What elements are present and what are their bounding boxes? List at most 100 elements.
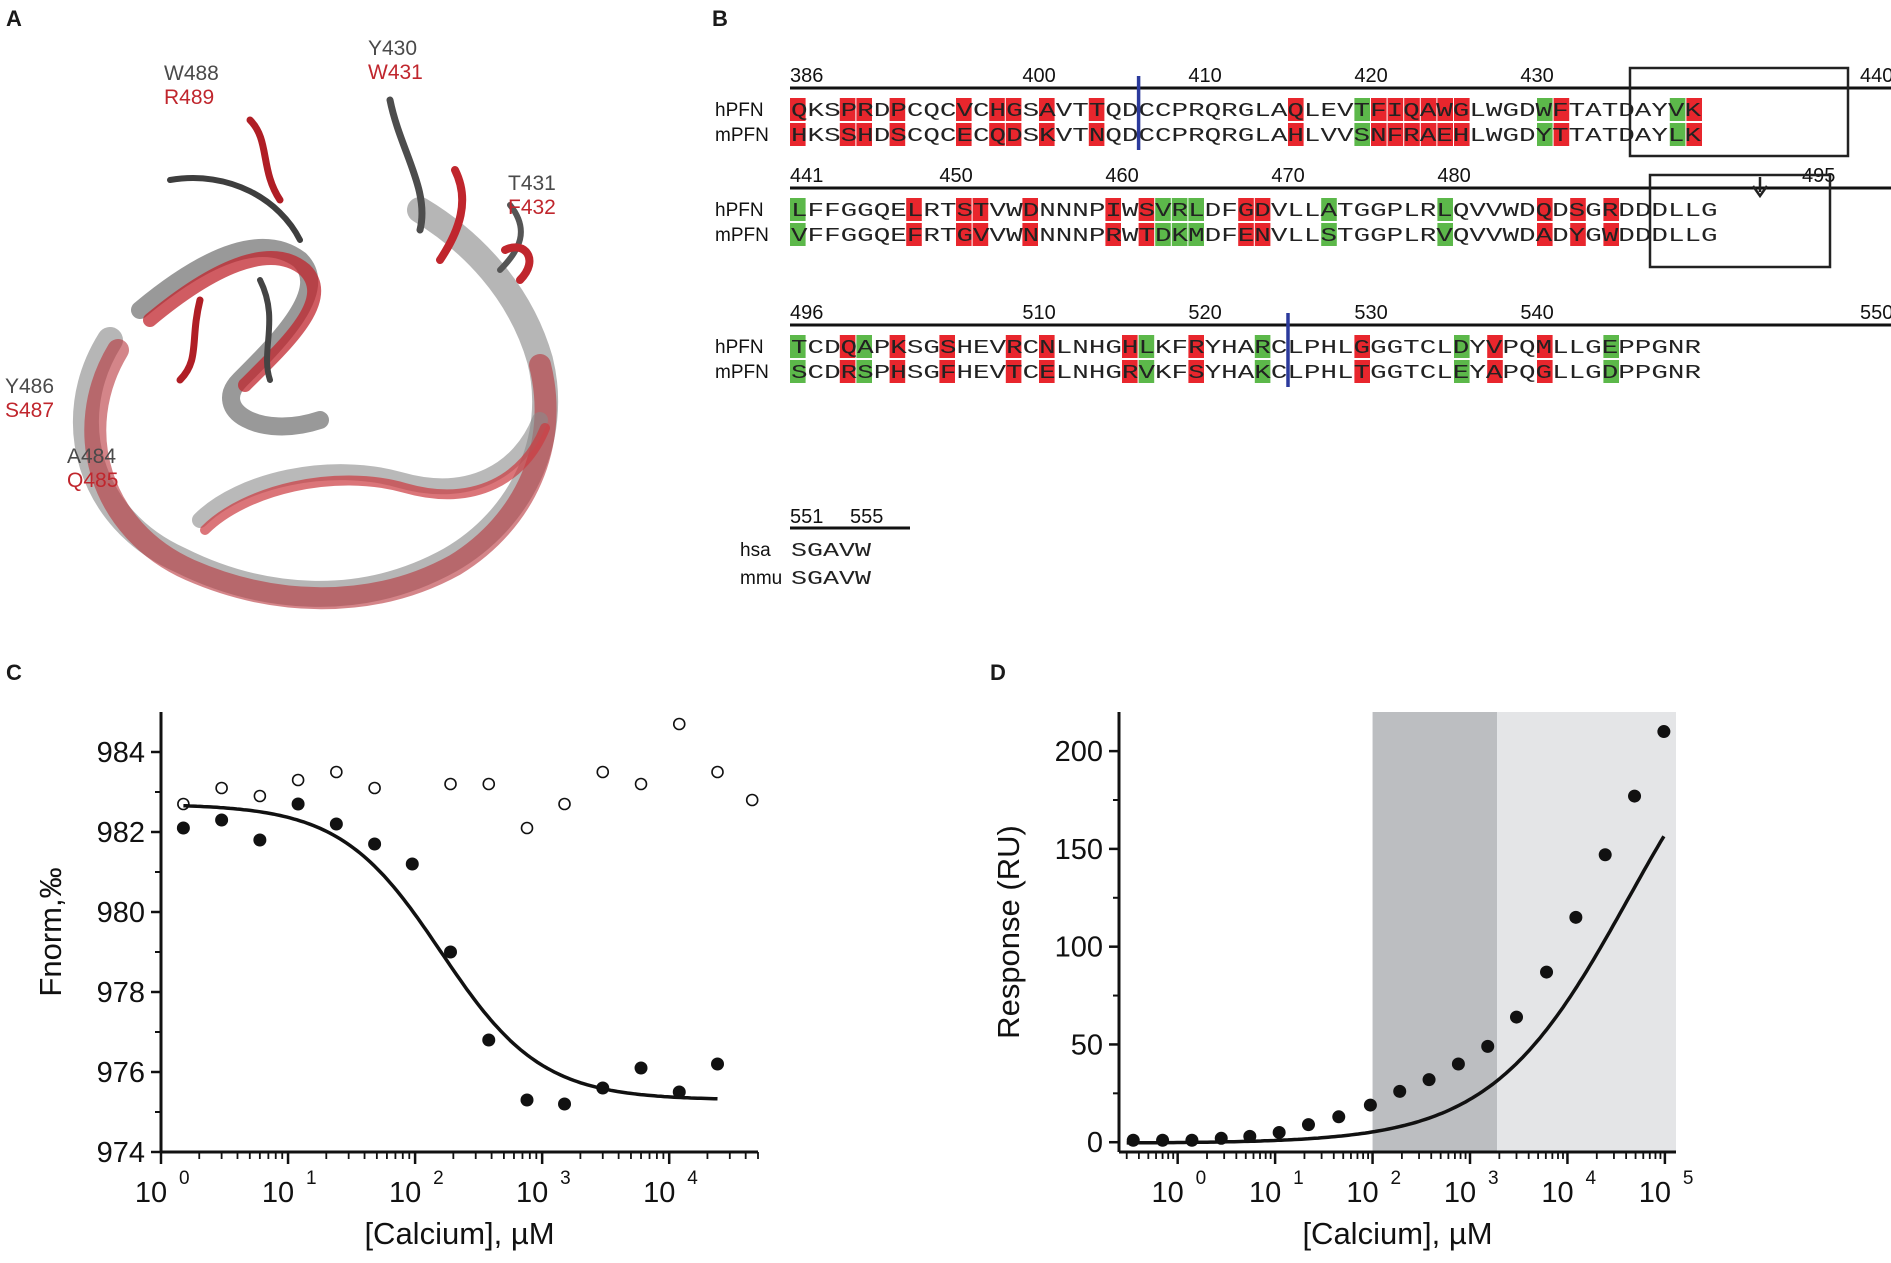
y-tick-label: 150 <box>1055 834 1103 866</box>
x-tick-label: 10 <box>389 1177 421 1209</box>
x-tick-label: 10 <box>135 1177 167 1209</box>
position-label: 551 <box>790 506 823 528</box>
loop-mouse <box>200 423 550 535</box>
data-point-filled <box>1126 1133 1140 1147</box>
x-tick-exponent: 3 <box>560 1168 571 1189</box>
similar-residue-box <box>1603 335 1619 358</box>
similar-residue-box <box>1171 223 1188 246</box>
similar-residue-box <box>1437 198 1453 221</box>
panel-label-a: A <box>6 6 22 31</box>
divergent-residue-box <box>889 98 906 121</box>
divergent-residue-box <box>839 98 856 121</box>
x-tick-exponent: 0 <box>1196 1168 1207 1189</box>
sidechain-mouse-4 <box>176 296 204 384</box>
residue-label-human-Y486: Y486 <box>5 375 54 398</box>
divergent-residue-box <box>956 223 972 246</box>
y-tick-label: 984 <box>97 737 145 769</box>
divergent-residue-box <box>1487 335 1503 358</box>
divergent-residue-box <box>1005 98 1022 121</box>
divergent-residue-box <box>1288 123 1304 146</box>
similar-residue-box <box>1155 198 1171 221</box>
species-label: hPFN <box>715 100 764 121</box>
divergent-residue-box <box>1354 360 1370 383</box>
x-tick-exponent: 2 <box>433 1168 444 1189</box>
chart-c: 974 976 978 980 982 984 10 0 10 1 10 2 10 3 10 4 [Calciu… <box>33 712 759 1251</box>
x-tick-exponent: 3 <box>1488 1168 1499 1189</box>
data-point-open <box>520 821 534 835</box>
data-point-filled <box>1272 1125 1286 1139</box>
divergent-residue-box <box>1420 98 1437 121</box>
divergent-residue-box <box>889 335 906 358</box>
divergent-residue-box <box>1138 223 1155 246</box>
x-tick-label: 10 <box>1346 1177 1378 1209</box>
divergent-residue-box <box>1371 98 1387 121</box>
divergent-residue-box <box>1188 335 1204 358</box>
divergent-residue-box <box>1088 123 1105 146</box>
panel-label-b: B <box>712 6 728 31</box>
alignment-block-3: 496 510 520 530 540 550 hPFN TCDQAPKSGSHEVRCNLN… <box>715 302 1891 387</box>
divergent-residue-box <box>1005 335 1022 358</box>
divergent-residue-box <box>1005 360 1022 383</box>
position-label: 555 <box>850 506 883 528</box>
divergent-residue-box <box>1371 123 1387 146</box>
data-point-open <box>596 765 610 779</box>
y-tick-label: 0 <box>1087 1127 1103 1159</box>
x-tick-label: 10 <box>1249 1177 1281 1209</box>
divergent-residue-box <box>906 223 922 246</box>
divergent-residue-box <box>1387 98 1404 121</box>
divergent-residue-box <box>1686 98 1702 121</box>
x-axis-label: [Calcium], µM <box>1302 1216 1492 1251</box>
divergent-residue-box <box>956 198 972 221</box>
y-tick-label: 50 <box>1071 1029 1103 1061</box>
concentration-band-dark <box>1372 712 1498 1152</box>
position-label: 470 <box>1271 165 1304 187</box>
data-point-open <box>291 773 305 787</box>
similar-residue-box <box>1669 123 1686 146</box>
residue-label-mouse-R489: R489 <box>164 86 214 109</box>
species-label: mPFN <box>715 225 769 246</box>
divergent-residue-box <box>1537 223 1553 246</box>
divergent-residue-box <box>1420 123 1437 146</box>
data-point-filled <box>176 821 190 835</box>
data-point-filled <box>1451 1057 1465 1071</box>
divergent-residue-box <box>1570 223 1586 246</box>
species-label: mPFN <box>715 362 769 383</box>
similar-residue-box <box>790 223 806 246</box>
divergent-residue-box <box>1387 123 1404 146</box>
data-point-open <box>444 777 457 791</box>
divergent-residue-box <box>889 123 906 146</box>
species-label: hPFN <box>715 200 764 221</box>
sequence-row: QKSPRDPCQCVCHGSAVTTQDCCPRQRGLAQLEVTFIQAW… <box>791 100 1702 122</box>
alignment-tail: 551 555 hsa SGAVW mmu SGAVW <box>740 506 910 590</box>
divergent-residue-box <box>1553 98 1570 121</box>
loop-human <box>192 412 548 528</box>
sidechain-mouse-3 <box>501 243 534 284</box>
data-point-filled <box>1332 1110 1346 1124</box>
sequence-row: VFFGGQEFRTGVVWNNNNPRWTDKMDFENVLLSTGGPLRV… <box>791 225 1718 247</box>
panel-label-d: D <box>990 660 1006 685</box>
divergent-residue-box <box>1603 223 1619 246</box>
divergent-residue-box <box>790 123 806 146</box>
divergent-residue-box <box>1188 360 1204 383</box>
divergent-residue-box <box>856 123 872 146</box>
divergent-residue-box <box>839 123 856 146</box>
data-point-open <box>711 765 724 779</box>
x-tick-label: 10 <box>1152 1177 1184 1209</box>
data-point-open <box>330 765 343 779</box>
residue-label-human-T431: T431 <box>508 172 556 195</box>
divergent-residue-box <box>989 98 1005 121</box>
y-tick-label: 200 <box>1055 736 1103 768</box>
divergent-residue-box <box>839 335 856 358</box>
y-tick-label: 976 <box>97 1057 145 1089</box>
similar-residue-box <box>1254 335 1271 358</box>
sequence-row: LFFGGQELRTSTVWDNNNPIWSVRLDFGDVLLATGGPLRL… <box>791 200 1718 222</box>
x-tick-exponent: 5 <box>1683 1168 1694 1189</box>
data-point-filled <box>520 1093 534 1107</box>
divergent-residue-box <box>1105 223 1121 246</box>
divergent-residue-box <box>839 360 856 383</box>
data-point-filled <box>1393 1084 1407 1098</box>
data-point-filled <box>444 945 458 959</box>
data-point-filled <box>215 813 229 827</box>
similar-residue-box <box>790 198 806 221</box>
sidechain-mouse <box>246 116 284 204</box>
